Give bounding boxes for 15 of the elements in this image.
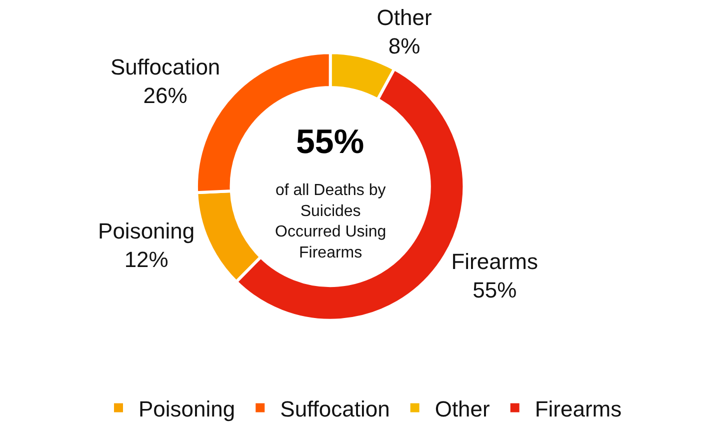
slice-label: Firearms [299, 244, 362, 262]
data-label: 55% [472, 278, 517, 303]
data-label: 8% [388, 33, 420, 58]
legend-label: Firearms [534, 396, 622, 422]
legend-label: Suffocation [280, 396, 390, 422]
text: 55% [296, 123, 364, 161]
data-label: 26% [143, 83, 188, 108]
slice-label: Poisoning [98, 218, 195, 244]
legend-label: Poisoning [138, 396, 236, 422]
legend-label: Other [434, 396, 490, 422]
slice-label: Other [376, 4, 432, 30]
slice-label: Firearms [451, 248, 538, 274]
data-label: 12% [124, 247, 168, 272]
slice-label: Suffocation [110, 54, 220, 80]
text: of all Deaths by Suicides Occurred Using [275, 182, 386, 241]
